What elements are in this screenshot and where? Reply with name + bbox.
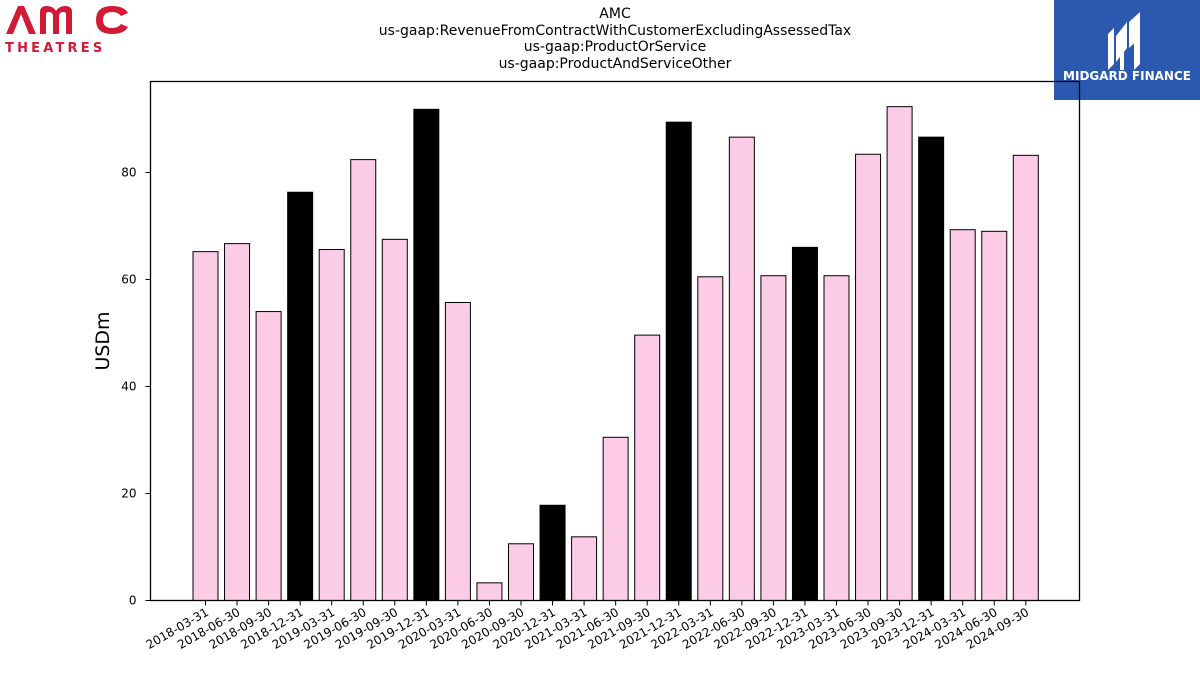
y-axis-label: USDm — [92, 311, 114, 370]
bar — [224, 243, 251, 601]
bar — [823, 275, 850, 601]
bars-group — [192, 106, 1039, 602]
y-axis: 0 20 40 60 80 — [121, 165, 151, 608]
bar — [791, 246, 818, 601]
theatres-lettering-mark: THEATRES — [5, 41, 105, 56]
bar — [381, 238, 408, 601]
chart-title-line: us-gaap:RevenueFromContractWithCustomerE… — [378, 22, 852, 39]
bar — [728, 136, 755, 601]
bar — [918, 136, 945, 601]
y-tick-label: 0 — [129, 594, 137, 608]
chart-title-line: us-gaap:ProductOrService — [523, 39, 707, 55]
bar — [413, 108, 440, 601]
bar — [444, 301, 471, 601]
chart-title-line: AMC — [599, 6, 631, 22]
bar — [1012, 154, 1039, 601]
bar — [634, 334, 661, 601]
bar — [602, 436, 629, 601]
y-tick-label: 40 — [121, 379, 136, 393]
bar — [287, 191, 314, 601]
plot-frame — [149, 80, 1081, 602]
midgard-emblem — [1108, 12, 1140, 70]
amc-theatres-logo: THEATRES — [5, 6, 128, 56]
bar — [855, 153, 882, 602]
y-tick-label: 60 — [121, 272, 136, 286]
bar — [571, 536, 598, 602]
chart-title: AMC us-gaap:RevenueFromContractWithCusto… — [300, 6, 930, 72]
bar — [949, 229, 976, 602]
y-tick-label: 80 — [121, 165, 136, 179]
svg-text:THEATRES: THEATRES — [5, 41, 105, 56]
bar — [350, 159, 377, 601]
bar — [886, 106, 913, 602]
midgard-finance-logo: MIDGARD FINANCE — [1054, 0, 1200, 100]
bar — [192, 251, 219, 601]
bar — [318, 249, 345, 601]
y-tick-label: 20 — [121, 486, 136, 500]
bar — [476, 582, 503, 602]
bar — [539, 504, 566, 602]
bar — [760, 275, 787, 601]
x-axis: 2018-03-312018-06-302018-09-302018-12-31… — [144, 600, 1031, 652]
bar — [255, 311, 282, 601]
bar — [508, 543, 534, 602]
amc-letters-mark — [6, 6, 128, 34]
bar — [697, 276, 724, 601]
bar — [665, 121, 692, 601]
midgard-wordmark: MIDGARD FINANCE — [1063, 69, 1191, 83]
bar — [981, 230, 1008, 601]
chart-title-line: us-gaap:ProductAndServiceOther — [498, 55, 732, 72]
